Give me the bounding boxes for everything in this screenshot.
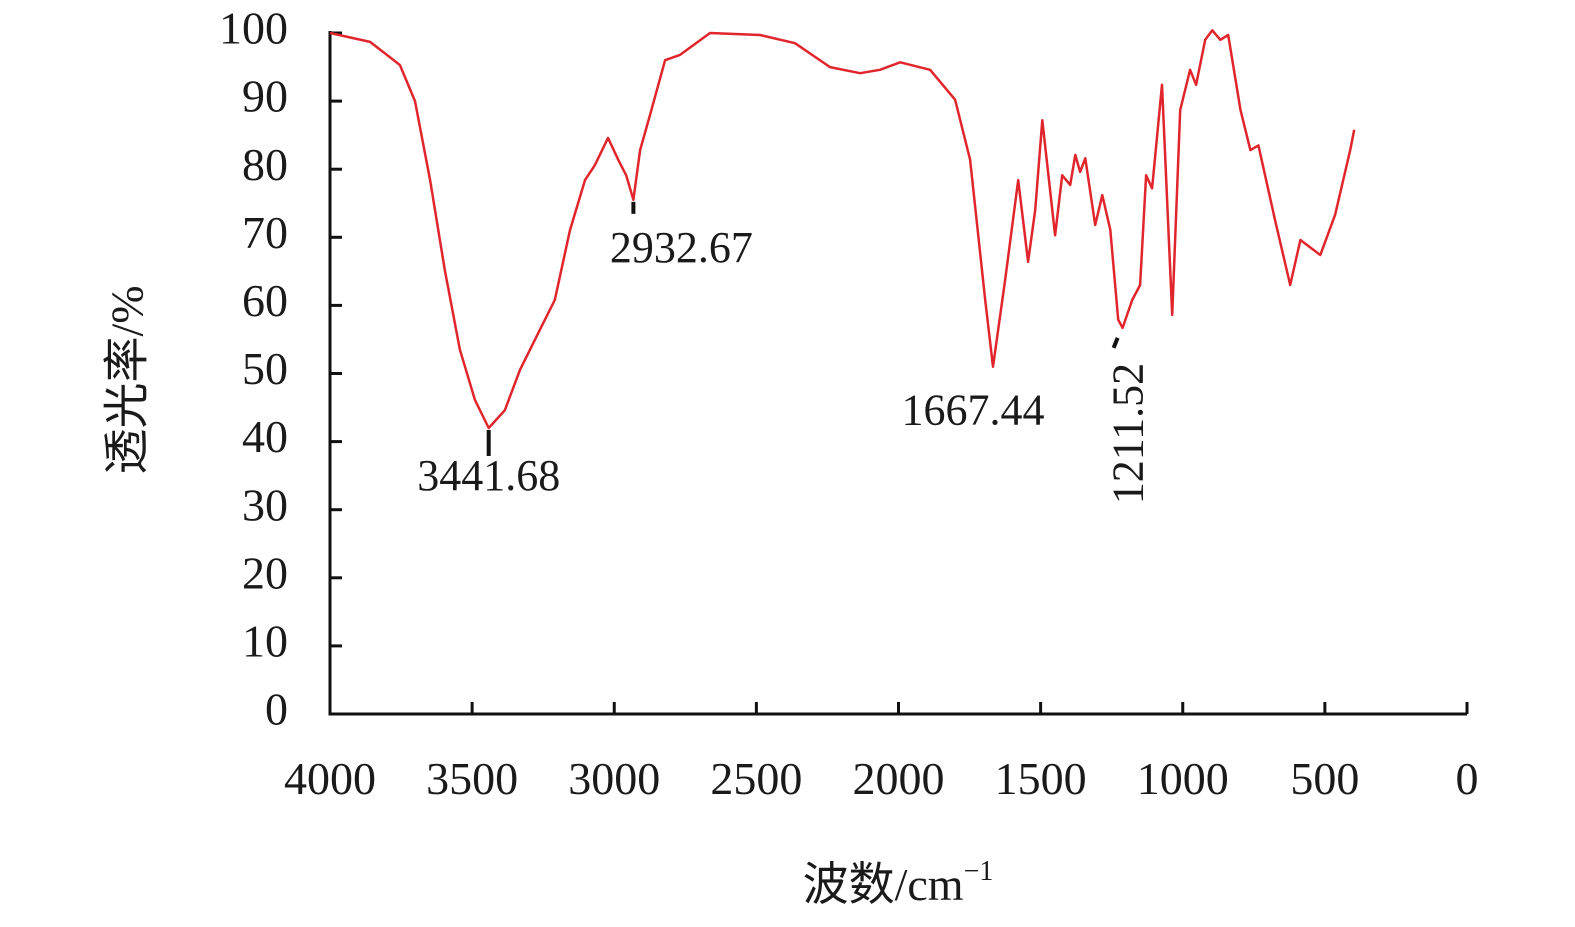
y-axis-label: 透光率/%	[102, 285, 153, 474]
y-tick-label: 50	[242, 343, 288, 394]
x-axis-label: 波数/cm−1	[803, 856, 994, 910]
y-tick-label: 40	[242, 411, 288, 462]
x-tick-label: 2000	[853, 753, 945, 804]
x-tick-label: 2500	[710, 753, 802, 804]
x-axis-label-text: 波数/cm	[803, 859, 964, 910]
y-tick-label: 60	[242, 275, 288, 326]
x-tick-label: 1000	[1137, 753, 1229, 804]
x-tick-label: 3000	[568, 753, 660, 804]
annotation-label: 3441.68	[417, 451, 560, 500]
annotation-tick	[1111, 337, 1120, 349]
annotation-label: 2932.67	[610, 223, 753, 272]
y-tick-label: 70	[242, 207, 288, 258]
y-tick-label: 10	[242, 615, 288, 666]
y-tick-label: 30	[242, 479, 288, 530]
annotation-label: 1211.52	[1104, 363, 1153, 504]
x-tick-label: 4000	[284, 753, 376, 804]
x-tick-label: 500	[1290, 753, 1359, 804]
y-tick-label: 100	[219, 3, 288, 54]
y-tick-label: 80	[242, 139, 288, 190]
y-tick-label: 0	[265, 684, 288, 735]
spectrum-line	[329, 29, 1356, 430]
x-axis-label-sup: −1	[964, 856, 994, 887]
x-tick-label: 3500	[426, 753, 518, 804]
x-tick-label: 0	[1456, 753, 1479, 804]
y-tick-label: 20	[242, 547, 288, 598]
y-tick-label: 90	[242, 71, 288, 122]
annotation-label: 1667.44	[902, 386, 1045, 435]
x-tick-label: 1500	[995, 753, 1087, 804]
